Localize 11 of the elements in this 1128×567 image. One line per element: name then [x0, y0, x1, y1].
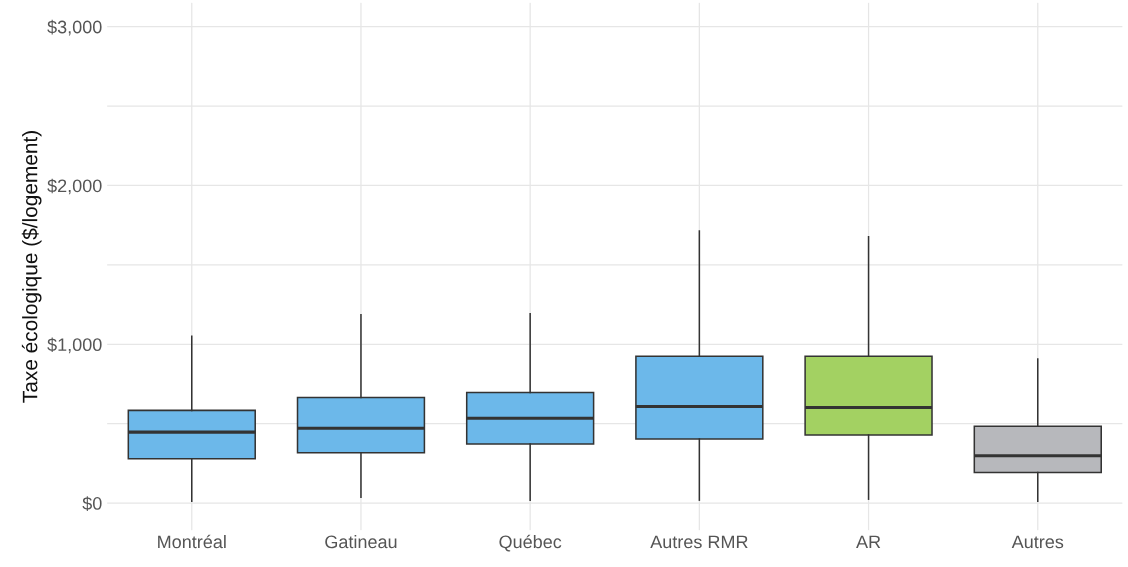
- y-tick-label: $3,000: [47, 19, 102, 36]
- x-tick-label: Montréal: [158, 534, 226, 549]
- x-tick-label: Autres: [1011, 535, 1064, 549]
- x-tick-label: Québec: [499, 534, 562, 552]
- y-tick-label: $0: [82, 496, 102, 511]
- y-tick-label: $1,000: [47, 337, 102, 354]
- y-tick-label: $2,000: [47, 178, 102, 195]
- y-axis-title: Taxe écologique ($/logement): [21, 131, 42, 403]
- x-tick-label: Gatineau: [325, 535, 397, 549]
- x-tick-label: AR: [856, 535, 881, 549]
- x-tick-label: Autres RMR: [650, 535, 748, 549]
